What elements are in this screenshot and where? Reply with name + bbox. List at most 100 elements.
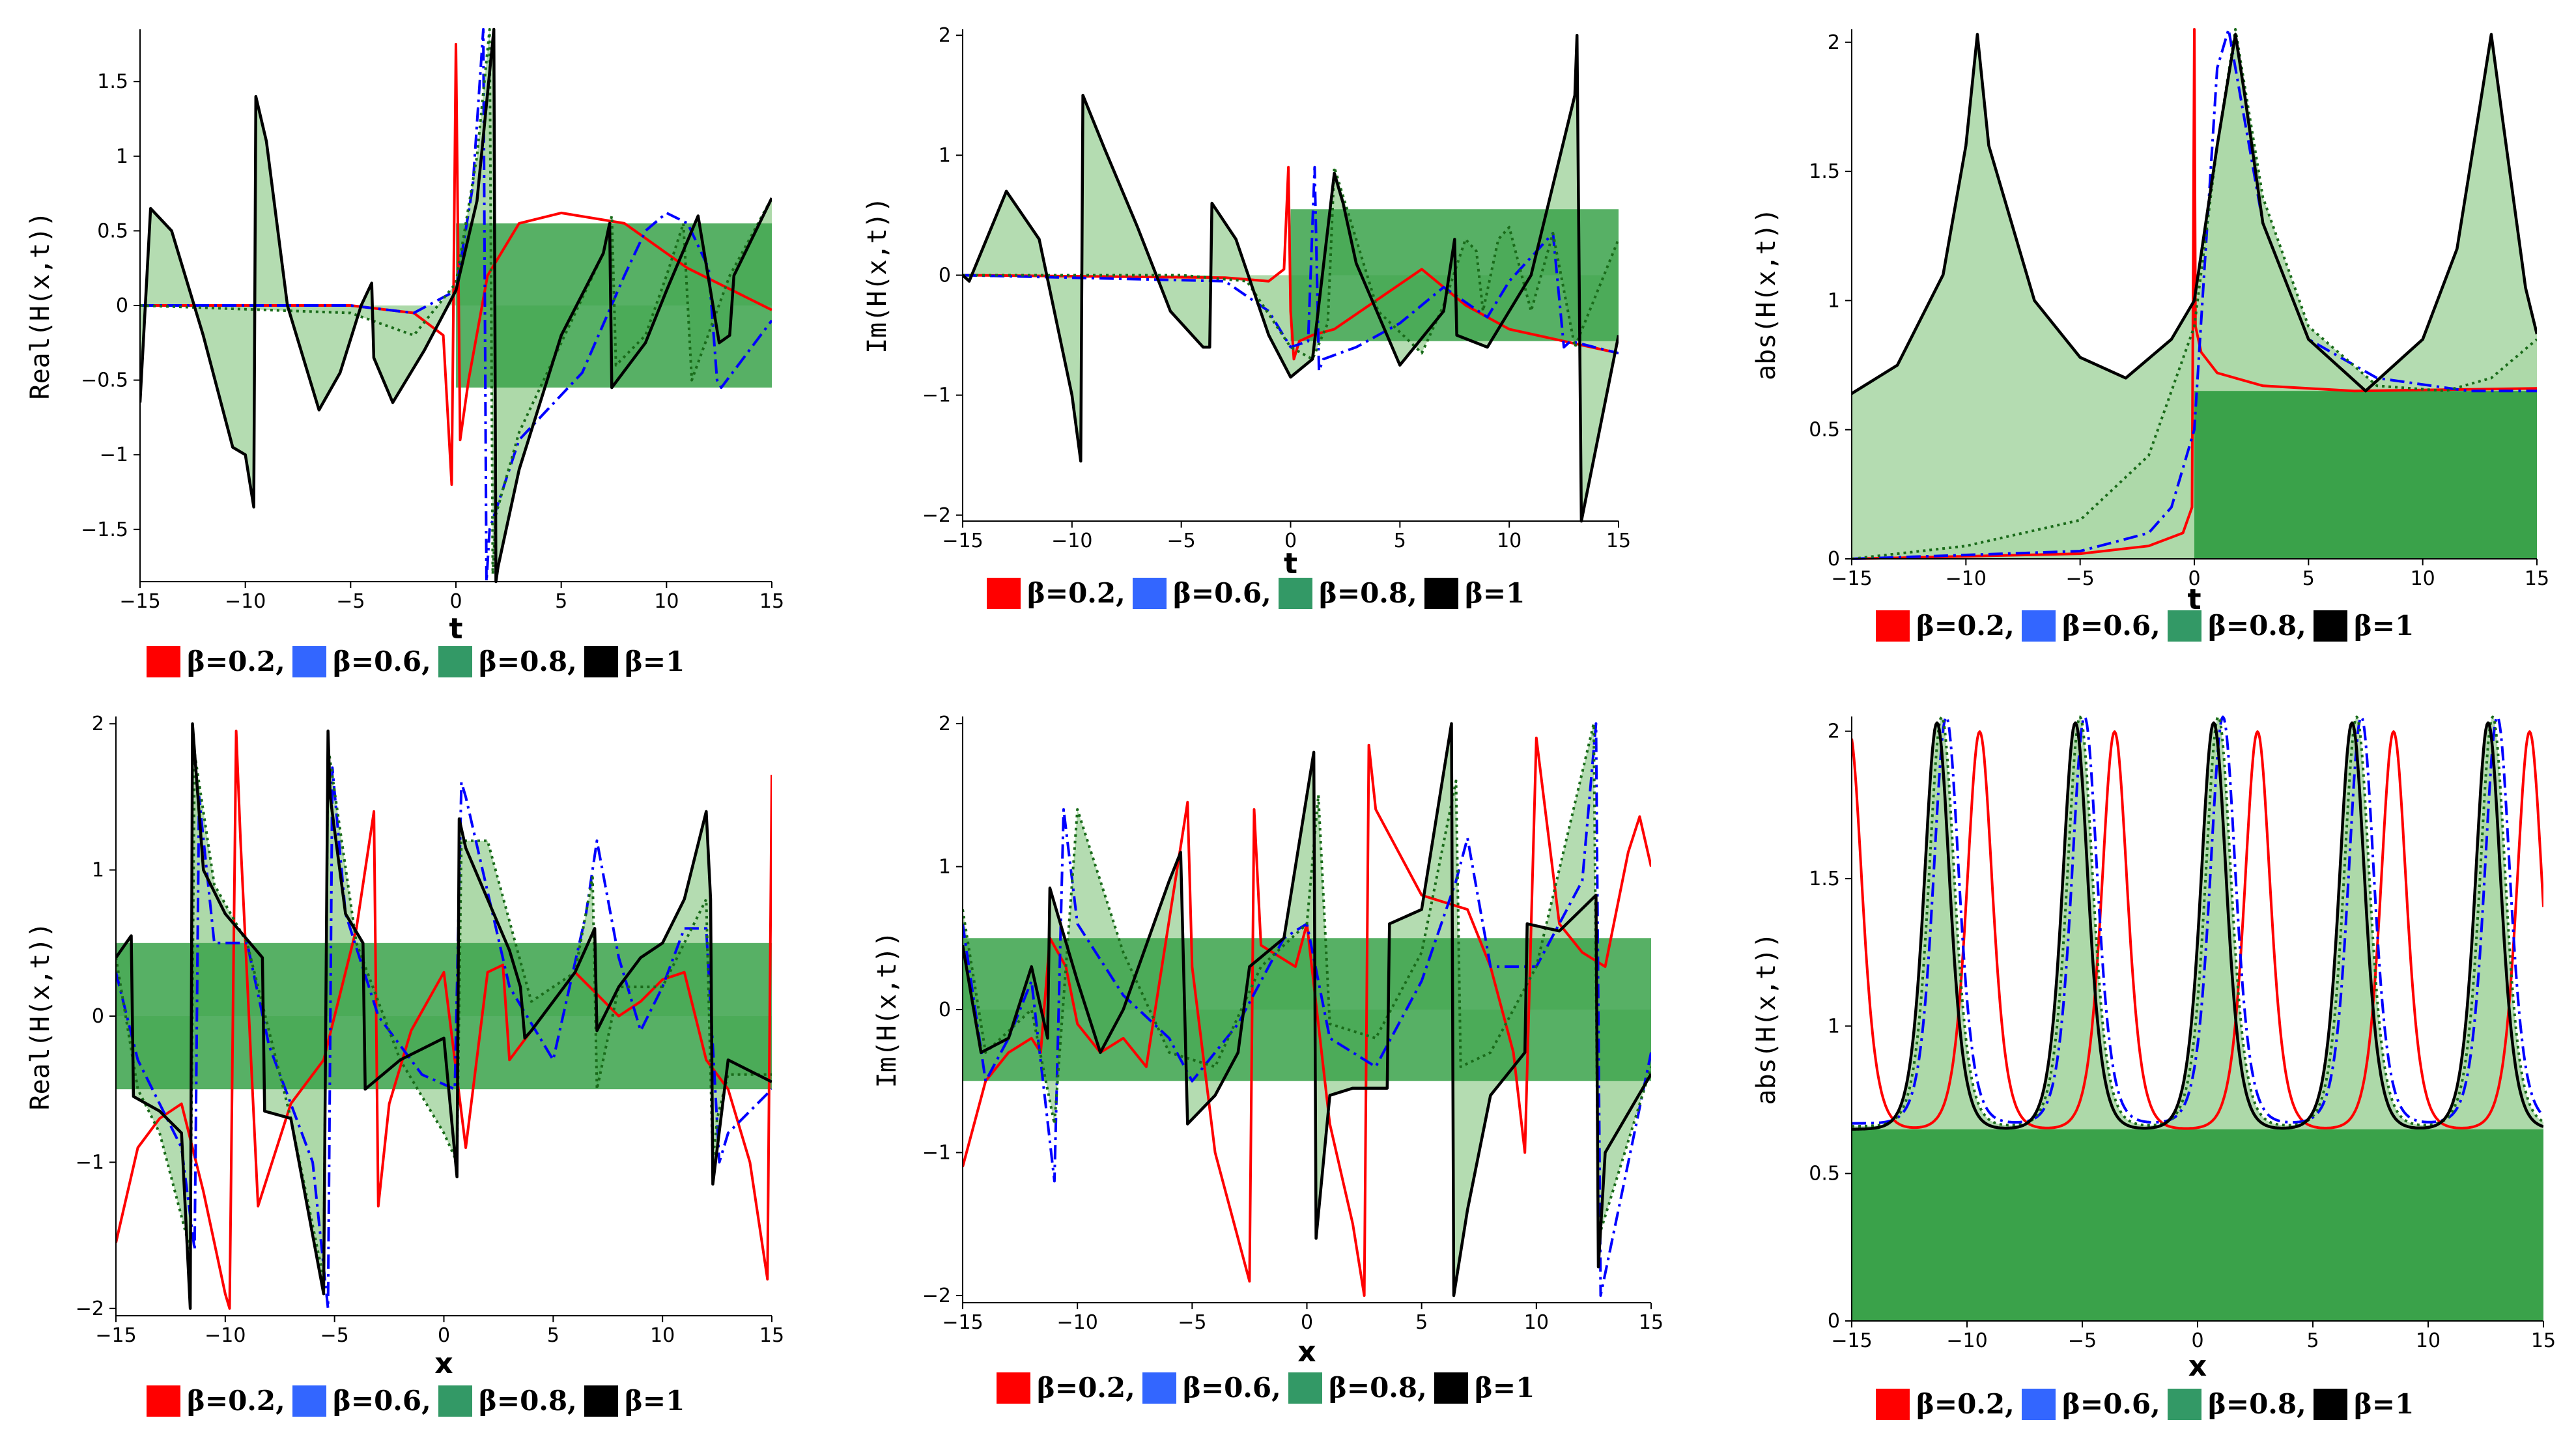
series-line-blue xyxy=(963,722,1651,1297)
series-line-black xyxy=(116,722,772,1311)
fill-layer xyxy=(1852,29,2537,560)
x-axis-label: x xyxy=(1297,1335,1316,1368)
series-line-red xyxy=(1852,28,2537,560)
x-tick-label: 15 xyxy=(759,1324,784,1347)
legend-swatch xyxy=(1876,1389,1910,1420)
fill-layer xyxy=(963,723,1651,1296)
fill-layer xyxy=(116,724,772,1309)
series-line-red xyxy=(963,165,1619,361)
x-tick-label: 10 xyxy=(2411,567,2435,590)
series-layer xyxy=(1852,715,2543,1131)
x-tick-label: 0 xyxy=(2191,1329,2203,1352)
fill-dark xyxy=(116,943,772,1090)
legend-swatch xyxy=(438,646,472,677)
y-tick-label: 0.5 xyxy=(1809,419,1840,442)
legend-swatch xyxy=(987,578,1021,609)
x-tick-label: 15 xyxy=(1639,1311,1663,1334)
x-tick-label: −10 xyxy=(205,1324,246,1347)
legend-swatch xyxy=(438,1385,472,1417)
legend-label: β=0.6, xyxy=(2062,1388,2160,1420)
y-tick-label: −1.5 xyxy=(81,518,128,541)
x-tick-label: 5 xyxy=(2302,567,2315,590)
x-tick-label: 15 xyxy=(759,590,784,613)
series-line-red xyxy=(140,42,772,486)
x-tick-label: 5 xyxy=(547,1324,559,1347)
legend-label: β=0.8, xyxy=(2208,610,2306,642)
fill-dark xyxy=(1852,1129,2543,1321)
series-line-black xyxy=(1852,33,2537,395)
legend-swatch xyxy=(584,1385,618,1417)
legend-swatch xyxy=(1279,578,1312,609)
panel-p4: −15 −10 −5 0 5 10 15−2−1012Real(H(x,t))xβ=0.2,… xyxy=(25,713,784,1417)
legend-swatch xyxy=(292,1385,326,1417)
legend: β=0.2, β=0.6, β=0.8, β=1 xyxy=(147,1385,685,1417)
y-tick-label: −1 xyxy=(76,1151,104,1174)
x-tick-label: −10 xyxy=(1946,1329,1987,1352)
y-tick-label: −1 xyxy=(922,1142,951,1165)
y-tick-label: 1.5 xyxy=(1809,160,1840,183)
legend-label: β=0.8, xyxy=(1319,577,1417,609)
legend-swatch xyxy=(1434,1372,1468,1404)
legend-label: β=0.6, xyxy=(1183,1372,1281,1404)
legend-label: β=0.2, xyxy=(187,1385,285,1417)
legend-label: β=1 xyxy=(625,1385,685,1417)
x-axis-label: x xyxy=(2188,1350,2207,1383)
series-line-red xyxy=(1852,730,2543,1130)
legend-swatch xyxy=(2314,610,2347,642)
series-line-blue xyxy=(1852,28,2537,560)
x-tick-label: 0 xyxy=(449,590,462,613)
x-tick-label: 0 xyxy=(1301,1311,1313,1334)
x-tick-label: −5 xyxy=(320,1324,349,1347)
y-tick-label: 2 xyxy=(1828,31,1840,54)
fill-dark xyxy=(2194,391,2537,559)
x-tick-label: −15 xyxy=(942,1311,983,1334)
y-tick-label: 2 xyxy=(1828,720,1840,743)
x-tick-label: 5 xyxy=(1394,530,1406,552)
legend-swatch xyxy=(1133,578,1167,609)
series-line-blue xyxy=(1852,715,2543,1125)
y-tick-label: 2 xyxy=(92,713,104,735)
y-tick-label: 2 xyxy=(939,24,951,47)
x-tick-label: −15 xyxy=(1831,567,1872,590)
fill-layer xyxy=(1852,716,2543,1321)
x-tick-label: −5 xyxy=(2068,1329,2097,1352)
legend-swatch xyxy=(2022,610,2056,642)
x-tick-label: −10 xyxy=(1057,1311,1098,1334)
legend-label: β=0.2, xyxy=(1916,1388,2015,1420)
x-tick-label: −5 xyxy=(2066,567,2095,590)
y-tick-label: 2 xyxy=(939,713,951,735)
y-tick-label: 1.5 xyxy=(1809,868,1840,890)
x-tick-label: 15 xyxy=(2525,567,2549,590)
legend-swatch xyxy=(2314,1389,2347,1420)
x-tick-label: 15 xyxy=(1606,530,1631,552)
y-tick-label: 0 xyxy=(92,1005,104,1028)
legend-swatch xyxy=(2168,610,2201,642)
x-tick-label: 0 xyxy=(438,1324,450,1347)
x-tick-label: 0 xyxy=(1284,530,1297,552)
series-layer xyxy=(963,722,1651,1297)
x-tick-label: −10 xyxy=(1051,530,1092,552)
legend: β=0.2, β=0.6, β=0.8, β=1 xyxy=(997,1372,1535,1404)
series-line-green xyxy=(1852,28,2537,560)
series-line-green xyxy=(140,28,772,576)
x-tick-label: −15 xyxy=(1831,1329,1872,1352)
series-line-blue xyxy=(963,165,1619,373)
x-axis-label: t xyxy=(1284,547,1297,580)
legend-swatch xyxy=(1142,1372,1176,1404)
series-layer xyxy=(140,27,772,584)
x-tick-label: 10 xyxy=(1524,1311,1549,1334)
x-tick-label: −5 xyxy=(1178,1311,1206,1334)
series-layer xyxy=(1852,28,2537,560)
x-tick-label: 5 xyxy=(555,590,567,613)
legend: β=0.2, β=0.6, β=0.8, β=1 xyxy=(1876,610,2414,642)
y-axis-label: abs(H(x,t)) xyxy=(1751,208,1781,380)
y-tick-label: −0.5 xyxy=(81,369,128,392)
y-axis-label: Im(H(x,t)) xyxy=(872,931,902,1088)
x-tick-label: 10 xyxy=(1497,530,1522,552)
legend-label: β=0.2, xyxy=(1037,1372,1135,1404)
y-axis-label: abs(H(x,t)) xyxy=(1751,933,1781,1105)
x-axis-label: x xyxy=(434,1347,453,1380)
x-tick-label: −10 xyxy=(1946,567,1987,590)
y-axis-label: Real(H(x,t)) xyxy=(25,922,55,1111)
